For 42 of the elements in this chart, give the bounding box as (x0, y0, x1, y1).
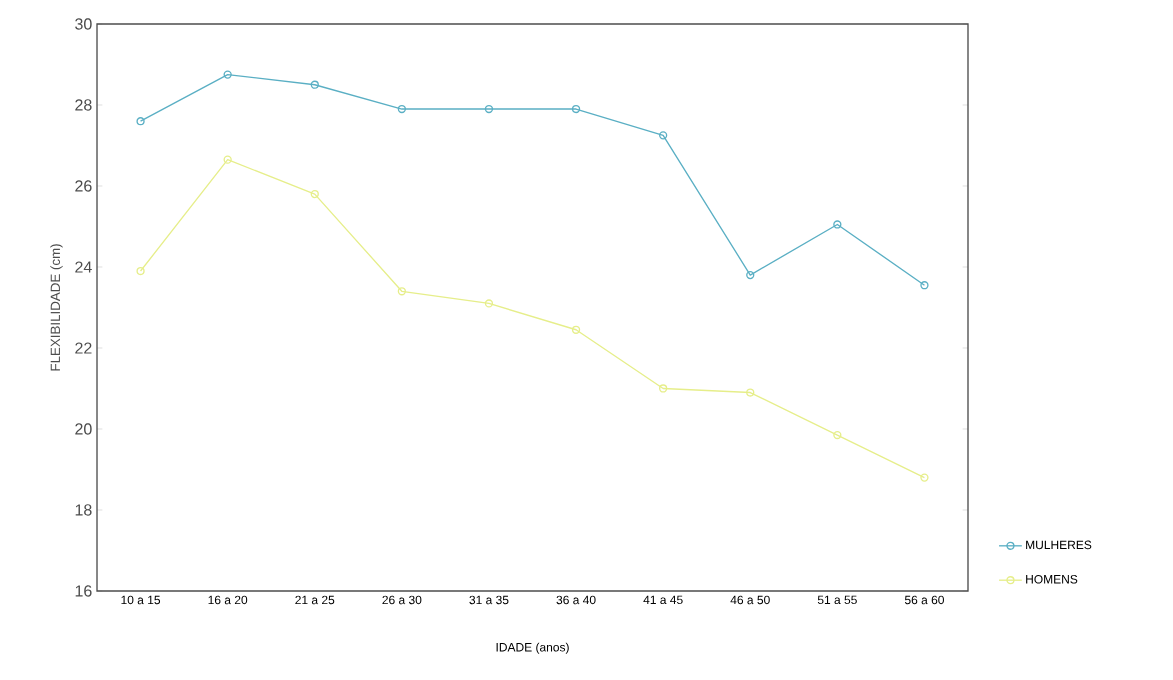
x-axis-title: IDADE (anos) (496, 642, 569, 654)
x-tick-label: 56 a 60 (904, 595, 944, 605)
y-tick-label: 24 (75, 261, 92, 273)
point (920, 281, 929, 290)
x-tick-label: 26 a 30 (382, 595, 422, 605)
legend-label: HOMENS (1026, 575, 1078, 584)
y-tick-label: 18 (75, 504, 92, 516)
x-tick-label: 16 a 20 (208, 595, 248, 605)
point (659, 384, 668, 393)
x-tick-label: 31 a 35 (469, 595, 509, 605)
point (397, 287, 406, 296)
point (223, 155, 232, 164)
point (746, 388, 755, 397)
x-tick-label: 41 a 45 (643, 595, 683, 605)
x-tick-label: 21 a 25 (295, 595, 335, 605)
point (136, 117, 145, 126)
point (659, 131, 668, 140)
point (223, 70, 232, 79)
legend-label: MULHERES (1026, 540, 1092, 550)
y-tick-label: 26 (75, 180, 92, 192)
x-tick-label: 46 a 50 (730, 595, 770, 605)
point (484, 104, 494, 114)
y-tick-label: 22 (75, 342, 92, 354)
y-tick-label: 30 (75, 18, 92, 30)
x-tick-label: 10 a 15 (121, 595, 161, 605)
point (571, 325, 581, 334)
x-tick-label: 51 a 55 (817, 595, 857, 605)
point (833, 430, 842, 440)
point (136, 266, 145, 276)
y-axis-title: FLEXIBILIDADE (cm) (50, 244, 63, 371)
y-tick-label: 28 (75, 99, 92, 111)
point (484, 299, 494, 308)
point (833, 220, 842, 229)
x-tick-label: 36 a 40 (556, 595, 596, 605)
point (310, 189, 319, 199)
y-tick-label: 16 (75, 585, 92, 597)
point (310, 80, 319, 89)
point (397, 104, 406, 114)
point (746, 270, 755, 280)
point (571, 104, 581, 114)
y-tick-label: 20 (75, 423, 92, 435)
point (920, 473, 929, 482)
